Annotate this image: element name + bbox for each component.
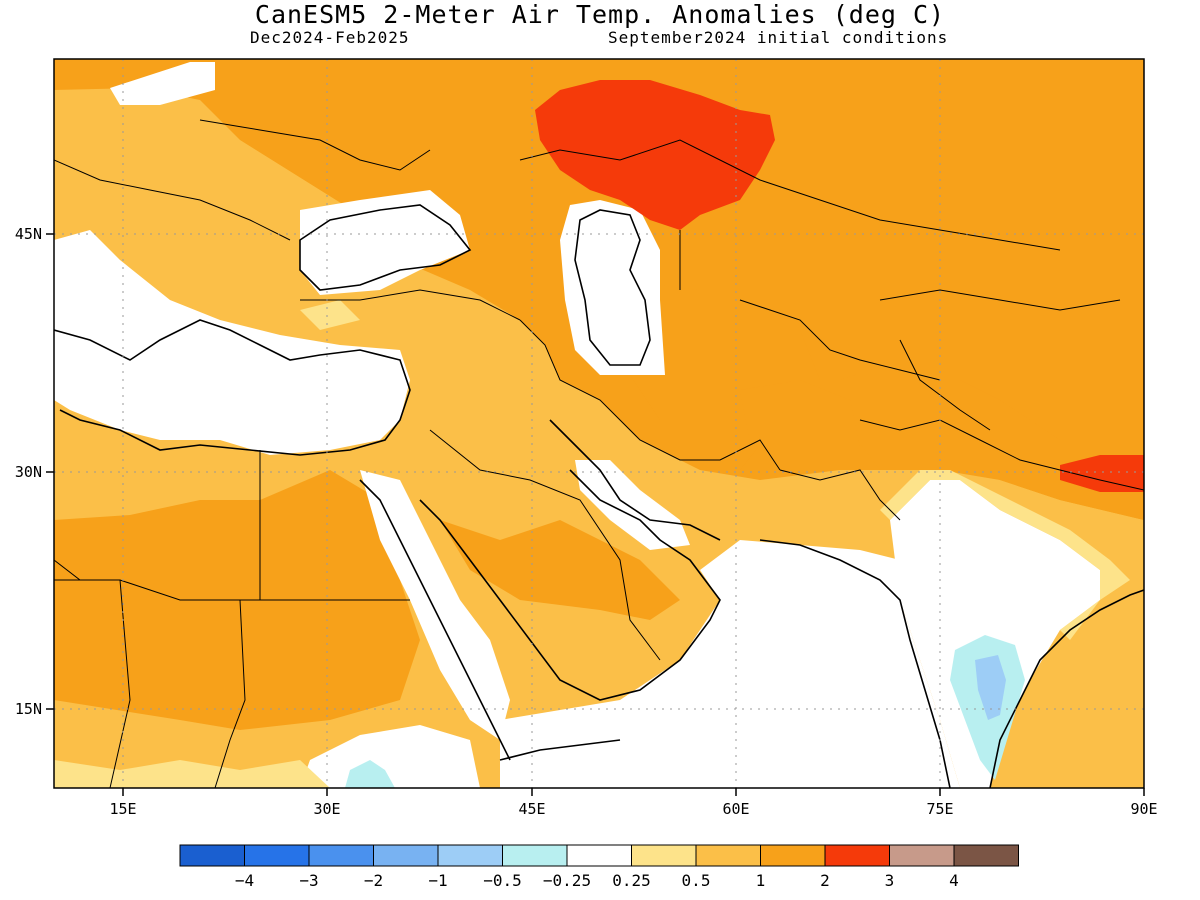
anomaly-neutral-red-sea — [360, 470, 510, 740]
colorbar-label: −0.5 — [483, 871, 522, 890]
chart-title: CanESM5 2-Meter Air Temp. Anomalies (deg… — [254, 0, 946, 29]
colorbar-label: −2 — [364, 871, 383, 890]
colorbar-swatch — [824, 844, 890, 867]
anomaly-2-3-kazakhstan — [535, 80, 775, 230]
colorbar-label: 0.25 — [612, 871, 651, 890]
colorbar-label: 4 — [949, 871, 959, 890]
map-frame — [53, 58, 1145, 789]
country-borders — [54, 119, 1144, 788]
border-saudi — [429, 429, 661, 661]
coast-black-sea — [299, 204, 472, 291]
x-tick-label: 15E — [109, 800, 136, 818]
border-afghanistan — [739, 299, 941, 381]
border-kazakhstan — [519, 139, 1061, 251]
anomaly-neutral-india — [890, 480, 1100, 788]
colorbar-swatch — [889, 844, 955, 867]
y-tick-label: 15N — [15, 700, 42, 718]
gridlines — [54, 59, 1144, 788]
colorbar-swatch — [373, 844, 439, 867]
colorbar-swatch — [953, 844, 1019, 867]
anomaly-0.25-0.5-mediterranean-edge — [300, 300, 360, 330]
coast-caspian — [574, 209, 651, 366]
coast-india-east — [989, 589, 1144, 788]
coast-red-sea — [359, 479, 511, 761]
anomaly-neutral-north-coast — [110, 62, 215, 105]
x-tick-label: 75E — [926, 800, 953, 818]
colorbar-swatch — [760, 844, 826, 867]
colorbar-swatch — [695, 844, 761, 867]
y-tick-label: 45N — [15, 225, 42, 243]
x-tick-labels: 15E 30E 45E 60E 75E 90E — [109, 800, 1157, 818]
x-tick-label: 45E — [518, 800, 545, 818]
coast-arabia-east — [419, 469, 721, 701]
anomaly-1-2-pakistan — [740, 380, 860, 470]
x-tick-label: 90E — [1130, 800, 1157, 818]
colorbar-label: −1 — [428, 871, 447, 890]
colorbar-label: −4 — [235, 871, 254, 890]
border-ukraine — [199, 119, 431, 171]
anomaly-neutral-mediterranean — [54, 230, 410, 455]
anomaly-neutral-black-sea — [300, 190, 470, 295]
coastlines — [54, 204, 1144, 788]
tick-marks — [46, 233, 1145, 796]
coast-mediterranean — [54, 319, 411, 456]
colorbar-swatch — [631, 844, 697, 867]
colorbar-swatch — [502, 844, 568, 867]
colorbar-label: −3 — [299, 871, 318, 890]
x-tick-label: 30E — [313, 800, 340, 818]
y-tick-labels: 45N 30N 15N — [15, 225, 42, 718]
anomaly-neg-0.25-0.5-africa-horn — [345, 760, 395, 788]
colorbar-label: 3 — [885, 871, 895, 890]
anomaly-0.25-0.5-india-fringe — [880, 470, 1130, 640]
colorbar-label: 0.5 — [682, 871, 711, 890]
colorbar-swatch — [244, 844, 310, 867]
colorbar-swatch — [566, 844, 632, 867]
initial-conditions-label: September2024 initial conditions — [608, 28, 949, 47]
border-europe — [54, 159, 291, 241]
border-pakistan — [779, 469, 901, 521]
colorbar: −4 −3 −2 −1 −0.5 −0.25 0.25 0.5 1 2 3 4 — [179, 844, 1019, 890]
coast-horn-africa — [499, 739, 621, 761]
anomaly-neutral-persian-gulf-south — [300, 725, 480, 788]
colorbar-label: −0.25 — [543, 871, 591, 890]
border-mongolia — [879, 289, 1121, 311]
x-tick-label: 60E — [722, 800, 749, 818]
anomaly-neutral-arabian-sea — [500, 540, 960, 788]
anomaly-2-3-tibet — [1060, 455, 1144, 492]
border-india-north — [859, 419, 1144, 491]
colorbar-swatch — [437, 844, 503, 867]
border-algeria-mali — [54, 559, 131, 788]
y-tick-label: 30N — [15, 463, 42, 481]
colorbar-swatch — [308, 844, 374, 867]
coast-pakistan-india — [759, 539, 951, 788]
anomaly-neutral-gulf — [575, 460, 690, 550]
coast-persian-gulf — [549, 419, 721, 541]
colorbar-swatch — [179, 844, 245, 867]
anomaly-1-2-arabia — [440, 520, 680, 620]
anomaly-neg-0.5-1-south-india — [975, 655, 1006, 720]
border-iran — [519, 319, 781, 471]
border-turkey — [300, 289, 521, 321]
season-label: Dec2024-Feb2025 — [250, 28, 410, 47]
colorbar-label: 2 — [820, 871, 830, 890]
border-sudan-chad — [214, 599, 246, 788]
colorbar-label: 1 — [756, 871, 766, 890]
